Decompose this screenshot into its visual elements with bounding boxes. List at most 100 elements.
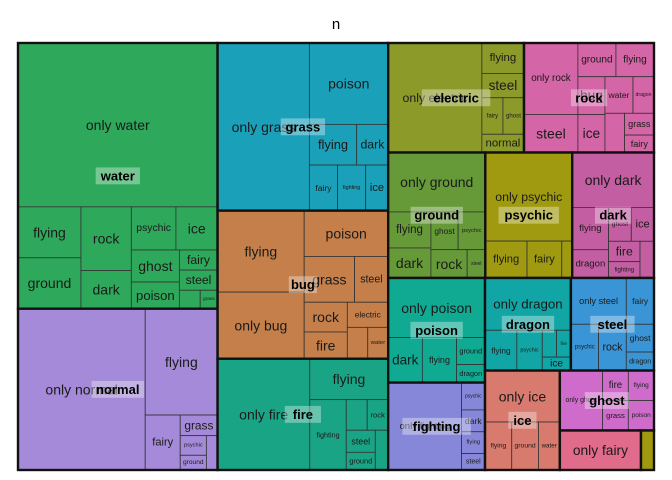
tile-label-dark-only-dark: only dark — [585, 172, 643, 188]
tile-label-psychic-fairy: fairy — [534, 254, 555, 266]
tile-label-rock-dragon: dragon — [636, 92, 652, 98]
tile-water-poison — [130, 281, 180, 310]
group-label-bg-ground — [410, 206, 463, 224]
tile-label-rock-ground: ground — [581, 54, 612, 65]
tile-label-water-dark: dark — [93, 282, 121, 298]
tile-label-poison-flying: flying — [429, 355, 450, 365]
tile-bug-fire — [303, 331, 348, 360]
tile-label-bug-electric: electric — [355, 310, 381, 319]
tile-bug-flying — [217, 210, 305, 293]
tile-steel-only-steel — [570, 277, 627, 325]
tile-psychic-fire — [561, 240, 573, 279]
tile-label-water-grass: grass — [203, 296, 215, 302]
tile-bug-steel — [354, 256, 389, 303]
group-label-ground: ground — [414, 208, 459, 223]
tile-label-ice-ground: ground — [515, 442, 536, 449]
group-label-normal: normal — [96, 382, 139, 397]
tile-normal-flying — [144, 308, 218, 416]
tile-label-fire-flying: flying — [333, 371, 366, 387]
tile-label-ghost-grass: grass — [606, 411, 625, 420]
group-label-fighting: fighting — [413, 419, 461, 434]
tile-fire-flying — [309, 358, 389, 401]
tile-grass-poison — [308, 42, 389, 125]
tile-dragon-only-dragon — [484, 277, 572, 331]
tile-water-electric — [178, 289, 201, 310]
group-label-poison: poison — [415, 323, 458, 338]
tile-label-bug-only-bug: only bug — [234, 317, 287, 333]
tile-fighting-only-fighting — [387, 382, 462, 471]
tile-normal-water — [205, 435, 218, 471]
group-label-bg-normal — [91, 380, 144, 398]
tile-ice-only-ice — [484, 370, 561, 423]
tile-grass-flying — [308, 123, 358, 166]
tile-label-normal-only-normal: only normal — [45, 381, 117, 397]
tile-label-dragon-only-dragon: only dragon — [493, 297, 563, 312]
group-label-electric: electric — [433, 90, 479, 105]
tile-poison-flying — [421, 337, 457, 383]
tile-label-grass-fighting: fighting — [343, 185, 360, 191]
group-label-bg-grass — [280, 118, 326, 136]
group-label-bg-ghost — [584, 392, 630, 409]
tile-label-dragon-ice: ice — [550, 358, 563, 369]
tile-ground-flying — [387, 211, 432, 249]
tile-label-dark-fighting: fighting — [614, 266, 634, 273]
tile-label-ground-only-ground: only ground — [400, 174, 473, 190]
tile-label-normal-fairy: fairy — [152, 437, 173, 449]
tile-water-only-water — [17, 42, 218, 208]
group-label-water: water — [100, 168, 135, 183]
tile-label-rock-fairy: fairy — [631, 139, 649, 149]
tile-label-steel-psychic: psychic — [575, 344, 595, 350]
group-border-flying — [639, 429, 656, 472]
tile-label-dragon-flying: flying — [491, 345, 511, 355]
tile-label-fairy-only-fairy: only fairy — [573, 443, 628, 458]
group-label-rock: rock — [575, 90, 603, 105]
tile-ice-ground — [511, 421, 539, 471]
tile-ghost-grass — [602, 400, 629, 431]
tile-steel-rock — [598, 323, 627, 371]
group-label-bg-psychic — [498, 206, 559, 224]
tile-label-rock-only-rock: only rock — [531, 73, 571, 84]
tile-rock-psychic — [604, 112, 625, 153]
tile-dark-only-dark — [571, 152, 655, 208]
group-label-bug: bug — [291, 277, 315, 292]
tile-ground-rock — [430, 249, 468, 279]
tile-label-normal-flying: flying — [165, 354, 198, 370]
tile-label-bug-rock: rock — [313, 309, 340, 325]
group-label-bg-dark — [594, 206, 632, 224]
tile-label-water-ghost: ghost — [138, 258, 172, 274]
tile-label-fighting-flying: flying — [467, 440, 481, 446]
tile-ghost-flying — [627, 370, 655, 401]
tile-label-bug-flying: flying — [245, 243, 278, 259]
tile-label-grass-dark: dark — [360, 138, 385, 152]
tile-label-dark-ghost: ghost — [612, 221, 629, 228]
tile-label-fire-fighting: fighting — [316, 430, 339, 439]
tile-label-water-flying: flying — [33, 224, 66, 240]
group-label-bg-poison — [410, 321, 463, 339]
group-label-bg-fire — [284, 405, 322, 423]
tile-label-steel-ghost: ghost — [630, 333, 651, 343]
group-label-bg-water — [95, 167, 140, 185]
tile-label-dark-fire: fire — [616, 244, 633, 258]
tile-label-fire-only-fire: only fire — [239, 406, 288, 422]
group-label-dark: dark — [599, 208, 627, 223]
tile-rock-ice — [577, 114, 606, 153]
tile-label-steel-fairy: fairy — [632, 296, 649, 306]
chart-title: n — [331, 16, 341, 33]
tile-label-ground-rock: rock — [436, 256, 463, 272]
tile-label-poison-dragon: dragon — [459, 369, 482, 378]
tile-flying-only-flying — [640, 430, 655, 471]
tile-label-rock-ice: ice — [583, 126, 601, 141]
tile-label-ground-ghost: ghost — [434, 226, 455, 236]
tile-label-fire-ground: ground — [349, 457, 372, 466]
tile-label-poison-only-poison: only poison — [401, 300, 472, 316]
tile-label-poison-dark: dark — [392, 353, 419, 368]
tile-label-ground-steel: steel — [471, 261, 482, 267]
tile-fire-normal — [374, 429, 389, 471]
tile-label-electric-ghost: ghost — [506, 113, 521, 120]
tile-label-fire-steel: steel — [351, 436, 370, 446]
tile-label-water-ice: ice — [188, 220, 206, 236]
group-label-grass: grass — [286, 119, 321, 134]
tile-label-water-poison: poison — [136, 288, 175, 303]
tile-poison-only-poison — [387, 277, 486, 338]
